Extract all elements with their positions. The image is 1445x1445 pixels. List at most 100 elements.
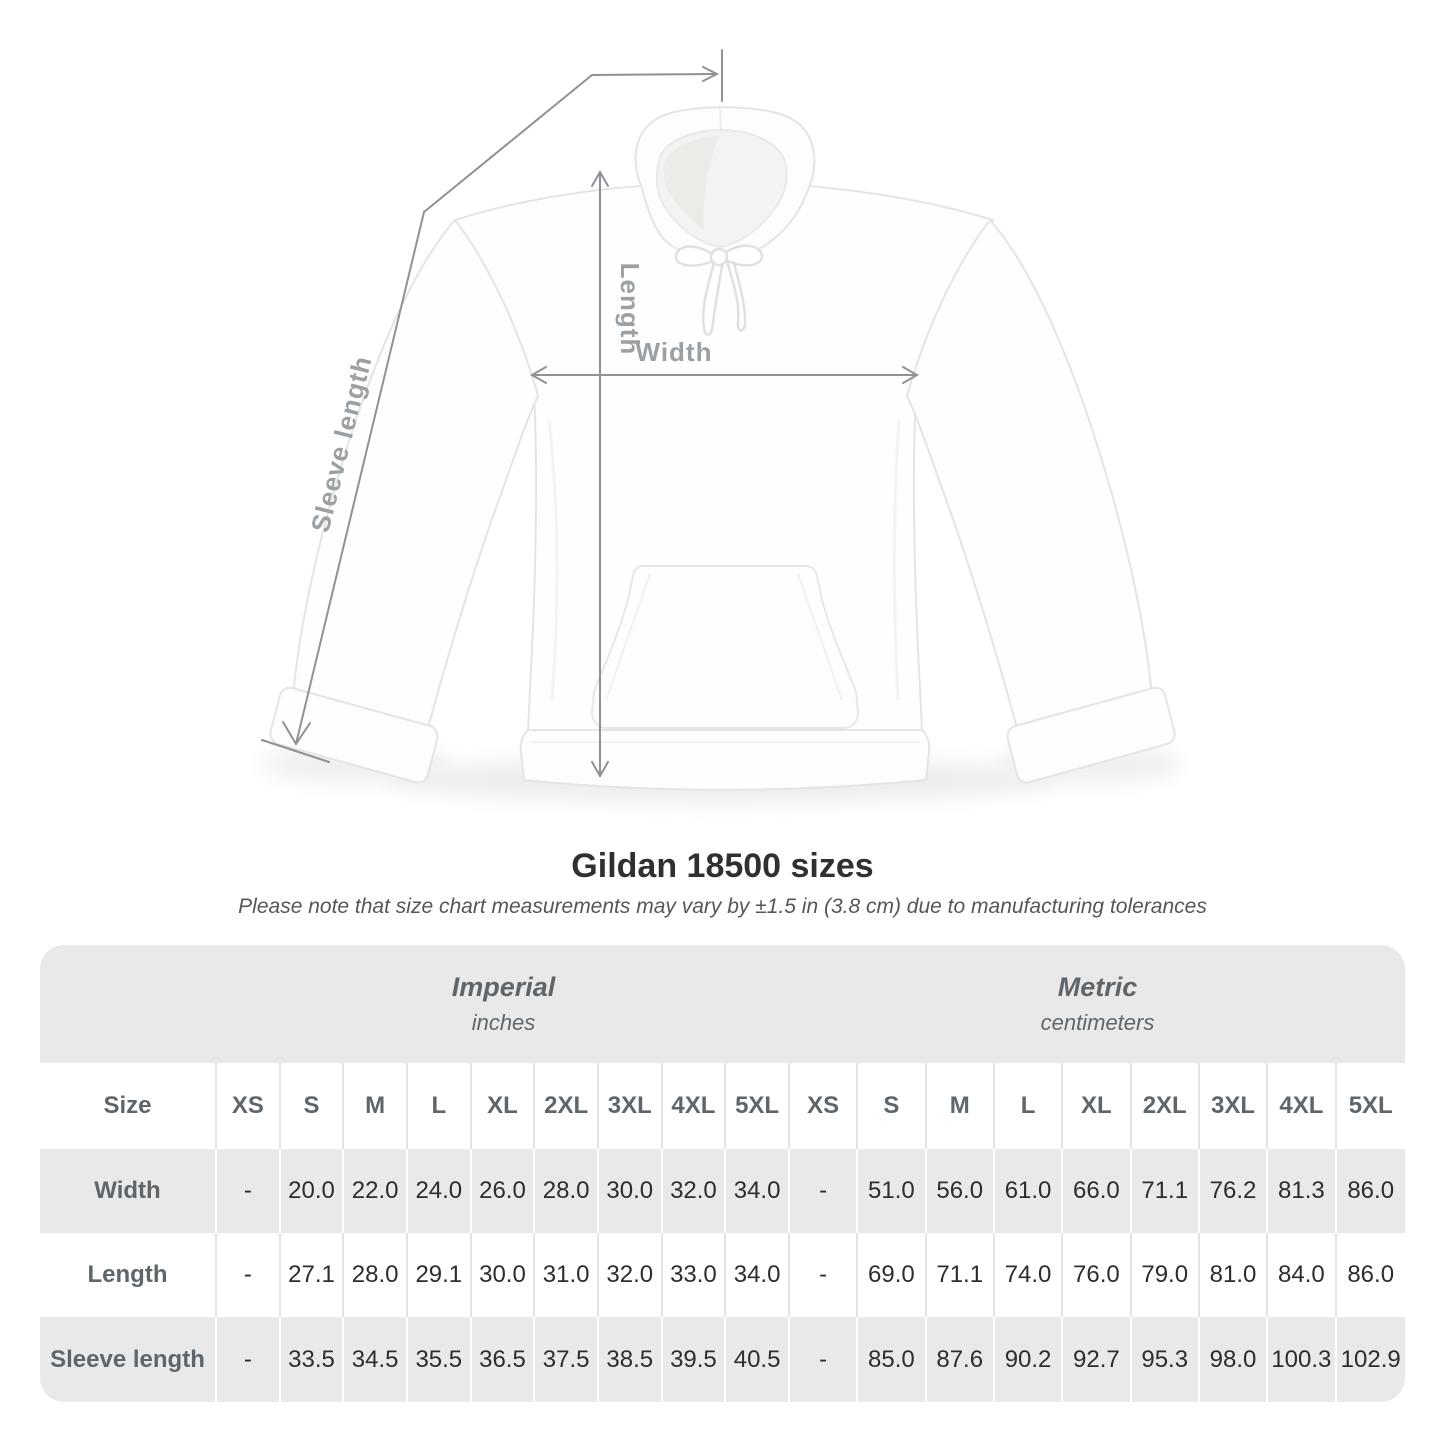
heading: Gildan 18500 sizes Please note that size… <box>0 846 1445 920</box>
product-measurement-diagram: Length Width Sleeve length <box>261 49 1183 804</box>
value-cell: 31.0 <box>535 1233 599 1317</box>
length-arrow <box>591 169 609 779</box>
page-title: Gildan 18500 sizes <box>571 847 874 885</box>
value-cell: 40.5 <box>726 1317 790 1402</box>
body-crease-left <box>547 419 559 701</box>
value-cell: 92.7 <box>1063 1317 1132 1402</box>
value-cell: 32.0 <box>663 1149 727 1233</box>
hoodie-diagram-svg: Length Width Sleeve length <box>261 49 1183 804</box>
size-column-header-imperial-5xl: 5XL <box>726 1063 790 1149</box>
value-cell: 87.6 <box>927 1317 995 1402</box>
value-cell: 29.1 <box>408 1233 472 1317</box>
value-cell: 36.5 <box>472 1317 536 1402</box>
value-cell: 69.0 <box>858 1233 927 1317</box>
measurement-row-width: Width -20.0 22.0 24.0 26.0 28.0 30.0 32.0 34.0-5… <box>40 1149 1405 1233</box>
value-cell: - <box>217 1233 281 1317</box>
value-cell: 84.0 <box>1268 1233 1337 1317</box>
value-cell: 66.0 <box>1063 1149 1132 1233</box>
value-cell: 100.3 <box>1268 1317 1337 1402</box>
value-cell: - <box>217 1317 281 1402</box>
size-column-header-metric-l: L <box>995 1063 1064 1149</box>
size-column-header-imperial-xs: XS <box>217 1063 281 1149</box>
value-cell: 81.3 <box>1268 1149 1337 1233</box>
size-column-header-metric-5xl: 5XL <box>1348 1092 1393 1119</box>
size-column-header-imperial-3xl: 3XL <box>599 1063 663 1149</box>
size-column-header-imperial-4xl: 4XL <box>663 1063 727 1149</box>
tolerance-note: Please note that size chart measurements… <box>238 895 1207 918</box>
imperial-unit: inches <box>471 1010 536 1035</box>
value-cell: 71.1 <box>927 1233 995 1317</box>
value-cell: 34.5 <box>344 1317 408 1402</box>
value-cell: 61.0 <box>995 1149 1064 1233</box>
cuff-tick <box>261 739 330 763</box>
size-column-header-imperial-m: M <box>344 1063 408 1149</box>
sleeve-left <box>293 219 539 729</box>
value-cell: 76.0 <box>1063 1233 1132 1317</box>
value-cell: 37.5 <box>535 1317 599 1402</box>
hoodie-illustration <box>261 105 1183 804</box>
value-cell: 22.0 <box>344 1149 408 1233</box>
size-column-header-metric-m: M <box>927 1063 995 1149</box>
value-cell: 27.1 <box>281 1233 345 1317</box>
value-cell: - <box>790 1233 859 1317</box>
size-column-header-metric-2xl: 2XL <box>1132 1063 1200 1149</box>
value-cell: 95.3 <box>1132 1317 1200 1402</box>
value-cell: 20.0 <box>281 1149 345 1233</box>
value-cell: 28.0 <box>344 1233 408 1317</box>
value-cell: - <box>790 1149 859 1233</box>
metric-group-header: Metric centimeters <box>790 945 1405 1063</box>
row-label: Width <box>40 1149 217 1233</box>
size-column-header-metric-s: S <box>858 1063 927 1149</box>
width-label: Width <box>636 337 713 367</box>
value-cell: 76.2 <box>1200 1149 1269 1233</box>
size-header-row: Size XS S M L XL 2XL 3XL 4XL 5XL XS S M L XL 2XL 3XL 4XL… <box>40 1063 1405 1149</box>
imperial-title: Imperial <box>451 972 556 1002</box>
value-cell: 39.5 <box>663 1317 727 1402</box>
value-cell: 26.0 <box>472 1149 536 1233</box>
value-cell: 71.1 <box>1132 1149 1200 1233</box>
size-column-header-metric-xs: XS <box>790 1063 859 1149</box>
value-cell: 90.2 <box>995 1317 1064 1402</box>
value-cell: 38.5 <box>599 1317 663 1402</box>
value-cell: 33.0 <box>663 1233 727 1317</box>
size-column-header-imperial-2xl: 2XL <box>535 1063 599 1149</box>
value-cell: 102.9 <box>1340 1345 1401 1373</box>
value-cell: 33.5 <box>281 1317 345 1402</box>
table-body: Width -20.0 22.0 24.0 26.0 28.0 30.0 32.0 34.0-5… <box>40 1149 1405 1402</box>
width-arrow <box>529 366 920 384</box>
size-table: Imperial inches Metric centimeters Size … <box>40 945 1405 1402</box>
imperial-group-header: Imperial inches <box>217 945 790 1063</box>
value-cell: 30.0 <box>599 1149 663 1233</box>
measurement-arrows <box>261 49 920 779</box>
value-cell: 34.0 <box>726 1149 790 1233</box>
value-cell: 32.0 <box>599 1233 663 1317</box>
value-cell: 30.0 <box>472 1233 536 1317</box>
pocket-stitch-right <box>797 573 843 701</box>
value-cell: 81.0 <box>1200 1233 1269 1317</box>
value-cell: 79.0 <box>1132 1233 1200 1317</box>
value-cell: - <box>790 1317 859 1402</box>
measurement-row-length: Length -27.1 28.0 29.1 30.0 31.0 32.0 33.0 34.0-… <box>40 1233 1405 1317</box>
value-cell: 56.0 <box>927 1149 995 1233</box>
measurement-row-sleeve-length: Sleeve length -33.5 34.5 35.5 36.5 37.5 38.5 39… <box>40 1317 1405 1402</box>
hood-top-seam <box>719 105 722 131</box>
body-crease-right <box>892 419 901 701</box>
value-cell: 24.0 <box>408 1149 472 1233</box>
hood-inner-shadow <box>663 136 720 230</box>
size-column-header-metric-4xl: 4XL <box>1268 1063 1337 1149</box>
cuff-left <box>269 686 439 784</box>
unit-group-band: Imperial inches Metric centimeters <box>40 945 1405 1063</box>
sleeve-right <box>906 219 1152 729</box>
value-cell: 86.0 <box>1347 1177 1395 1204</box>
sleeve-length-arrow <box>261 66 720 763</box>
pocket-stitch-left <box>605 573 651 701</box>
value-cell: - <box>217 1149 281 1233</box>
size-column-header-imperial-xl: XL <box>472 1063 536 1149</box>
value-cell: 35.5 <box>408 1317 472 1402</box>
drawstring-bow <box>674 244 764 336</box>
size-column-header-imperial-l: L <box>408 1063 472 1149</box>
size-column-header-metric-xl: XL <box>1063 1063 1132 1149</box>
size-column-header-metric-3xl: 3XL <box>1200 1063 1269 1149</box>
value-cell: 85.0 <box>858 1317 927 1402</box>
